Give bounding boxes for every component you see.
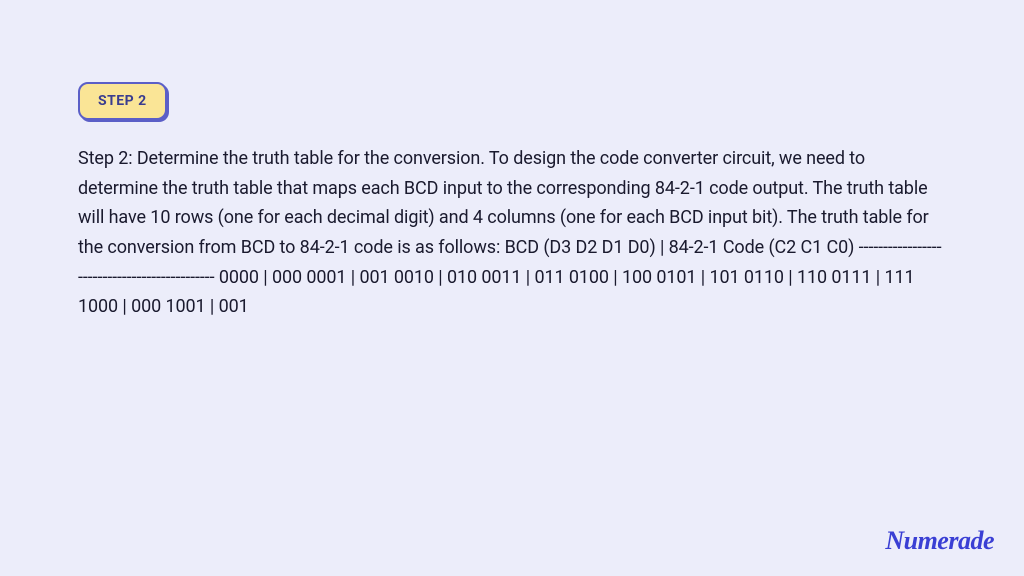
- content-area: STEP 2 Step 2: Determine the truth table…: [0, 0, 1024, 322]
- numerade-logo: Numerade: [885, 526, 994, 556]
- step-badge: STEP 2: [78, 82, 167, 120]
- explanation-text: Step 2: Determine the truth table for th…: [78, 144, 946, 322]
